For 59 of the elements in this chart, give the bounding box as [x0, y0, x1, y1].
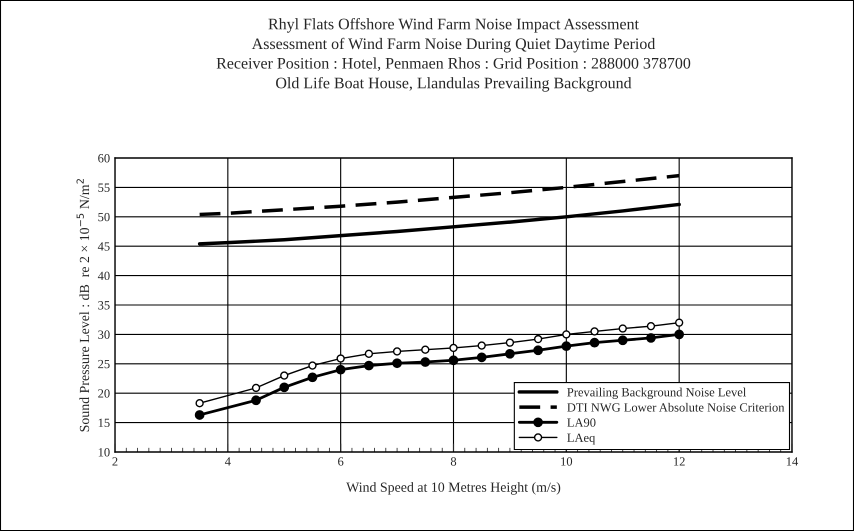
point	[476, 352, 487, 362]
point	[448, 355, 458, 366]
point	[590, 338, 600, 348]
x-tick-label: 14	[786, 457, 798, 466]
point	[618, 335, 628, 346]
y-tick-label: 20	[98, 389, 110, 398]
point	[252, 384, 260, 392]
point	[195, 399, 204, 408]
x-tick-label: 12	[674, 457, 685, 466]
y-tick-label: 45	[98, 242, 110, 251]
point	[279, 382, 290, 392]
x-tick-label: 2	[112, 457, 118, 466]
point	[590, 327, 599, 336]
y-tick-label: 55	[98, 184, 110, 192]
legend-label: LAeq	[567, 434, 596, 444]
x-tick-label: 8	[450, 457, 456, 466]
x-tick-label: 6	[338, 457, 344, 466]
x-axis-title: Wind Speed at 10 Metres Height (m/s)	[346, 482, 560, 495]
point	[675, 318, 684, 327]
point	[364, 350, 374, 358]
point	[420, 357, 430, 367]
point	[194, 410, 204, 420]
point	[392, 358, 402, 368]
point	[561, 341, 572, 352]
point	[392, 347, 402, 356]
point	[646, 333, 656, 343]
point	[646, 322, 656, 330]
point	[308, 372, 318, 382]
y-tick-label: 30	[98, 330, 110, 339]
x-tick-label: 10	[561, 457, 572, 466]
x-tick-label: 4	[224, 457, 231, 466]
y-tick-label: 15	[98, 418, 110, 428]
legend-label: LA90	[567, 418, 596, 427]
point	[336, 354, 345, 363]
legend-label: DTI NWG Lower Absolute Noise Criterion	[567, 402, 784, 412]
point	[449, 344, 458, 352]
point	[336, 364, 346, 375]
point	[618, 324, 627, 333]
point	[478, 341, 486, 350]
point	[506, 338, 514, 347]
point	[421, 346, 430, 354]
point	[562, 330, 570, 339]
point	[280, 371, 288, 380]
point	[251, 395, 261, 406]
y-tick-label: 10	[98, 448, 110, 456]
legend-label: Prevailing Background Noise Level	[567, 388, 746, 400]
point	[308, 361, 317, 370]
y-tick-label: 50	[98, 212, 110, 222]
point	[534, 334, 542, 344]
y-tick-label: 40	[98, 272, 110, 280]
point	[674, 330, 684, 340]
y-axis-title: Sound Pressure Level : dB re 2 × 10$^{−5}$ N/m$^{2}$	[76, 179, 90, 432]
point	[505, 348, 515, 359]
y-tick-label: 60	[98, 154, 110, 162]
point	[364, 360, 374, 370]
chart-title: Rhyl Flats Offshore Wind Farm Noise Impact Assessment Assessment of Wind Farm Noise During Quiet Daytime Period Receiver Position : Hotel, Penmaen Rhos : Grid Position : 288000 378700 Old Life Boat House, Llandulas Prevailing Background	[216, 18, 690, 92]
y-tick-label: 35	[98, 301, 110, 310]
y-tick-label: 25	[98, 360, 110, 368]
point	[533, 345, 543, 356]
